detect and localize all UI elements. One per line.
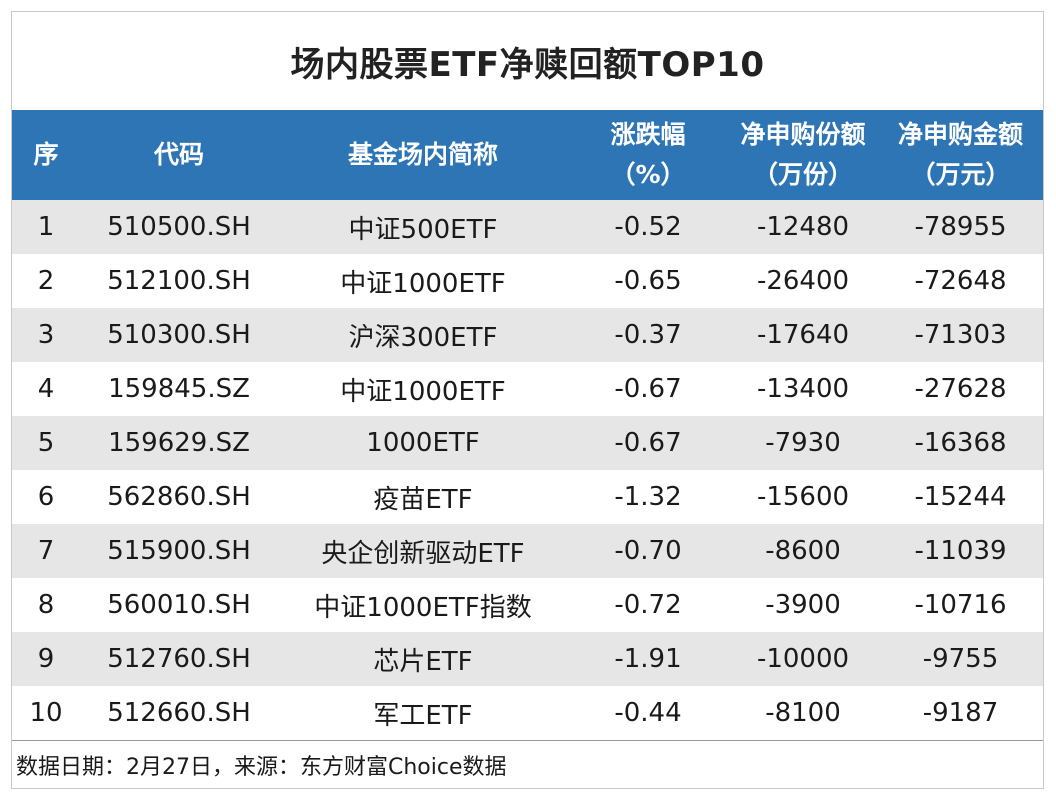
table-header: 序 代码 基金场内简称 涨跌幅 （%） 净申购份额 （万份） 净申购金额 （万元…: [12, 110, 1043, 200]
cell-change: -0.44: [614, 698, 682, 728]
cell-name: 疫苗ETF: [373, 484, 473, 515]
cell-shares: -15600: [756, 482, 850, 512]
header-name: 基金场内简称: [278, 110, 568, 200]
header-change-label: 涨跌幅: [610, 120, 686, 149]
table-row: 6 562860.SH 疫苗ETF -1.32 -15600 -15244: [12, 470, 1043, 524]
header-code: 代码: [80, 110, 278, 200]
cell-rank: 4: [37, 374, 55, 404]
cell-code: 510300.SH: [107, 320, 251, 350]
cell-name: 中证1000ETF: [340, 268, 506, 299]
header-shares-label: 净申购份额: [740, 120, 866, 149]
table-row: 4 159845.SZ 中证1000ETF -0.67 -13400 -27628: [12, 362, 1043, 416]
cell-amount: -27628: [914, 374, 1007, 404]
cell-code: 159845.SZ: [108, 374, 250, 404]
cell-code: 159629.SZ: [108, 428, 250, 458]
header-change: 涨跌幅 （%）: [568, 110, 728, 200]
cell-shares: -7930: [765, 428, 841, 458]
cell-name: 中证500ETF: [348, 214, 498, 245]
cell-code: 560010.SH: [107, 590, 251, 620]
cell-change: -0.72: [614, 590, 682, 620]
cell-amount: -71303: [914, 320, 1007, 350]
cell-name: 沪深300ETF: [348, 322, 498, 353]
cell-amount: -15244: [914, 482, 1007, 512]
cell-amount: -16368: [914, 428, 1007, 458]
cell-amount: -9187: [922, 698, 999, 728]
cell-rank: 2: [37, 266, 55, 296]
cell-shares: -3900: [765, 590, 841, 620]
cell-code: 515900.SH: [107, 536, 251, 566]
cell-rank: 1: [37, 212, 55, 242]
table-title: 场内股票ETF净赎回额TOP10: [290, 44, 765, 85]
cell-change: -0.67: [614, 374, 682, 404]
cell-shares: -10000: [756, 644, 850, 674]
table-row: 3 510300.SH 沪深300ETF -0.37 -17640 -71303: [12, 308, 1043, 362]
cell-name: 1000ETF: [366, 428, 480, 458]
cell-code: 512760.SH: [107, 644, 251, 674]
header-amount-label: 净申购金额: [897, 120, 1023, 149]
table-row: 5 159629.SZ 1000ETF -0.67 -7930 -16368: [12, 416, 1043, 470]
header-name-label: 基金场内简称: [347, 140, 498, 169]
cell-amount: -72648: [914, 266, 1007, 296]
cell-shares: -8100: [765, 698, 841, 728]
cell-rank: 5: [37, 428, 55, 458]
cell-amount: -9755: [922, 644, 999, 674]
table-row: 8 560010.SH 中证1000ETF指数 -0.72 -3900 -10716: [12, 578, 1043, 632]
cell-change: -0.37: [614, 320, 682, 350]
cell-name: 中证1000ETF: [340, 376, 506, 407]
table-row: 10 512660.SH 军工ETF -0.44 -8100 -9187: [12, 686, 1043, 740]
cell-name: 军工ETF: [373, 700, 473, 731]
header-rank: 序: [12, 110, 80, 200]
cell-code: 562860.SH: [107, 482, 251, 512]
cell-rank: 6: [37, 482, 55, 512]
header-amount: 净申购金额 （万元）: [878, 110, 1043, 200]
table-row: 7 515900.SH 央企创新驱动ETF -0.70 -8600 -11039: [12, 524, 1043, 578]
cell-rank: 3: [37, 320, 55, 350]
cell-name: 芯片ETF: [373, 646, 473, 677]
cell-change: -0.67: [614, 428, 682, 458]
table-row: 9 512760.SH 芯片ETF -1.91 -10000 -9755: [12, 632, 1043, 686]
cell-rank: 8: [37, 590, 55, 620]
table-row: 1 510500.SH 中证500ETF -0.52 -12480 -78955: [12, 200, 1043, 254]
cell-code: 512660.SH: [107, 698, 251, 728]
cell-change: -0.65: [614, 266, 682, 296]
cell-shares: -8600: [765, 536, 841, 566]
header-code-label: 代码: [153, 140, 204, 169]
cell-shares: -26400: [756, 266, 850, 296]
cell-change: -1.91: [614, 644, 682, 674]
cell-code: 512100.SH: [107, 266, 251, 296]
header-rank-label: 序: [33, 140, 59, 169]
cell-rank: 9: [37, 644, 55, 674]
header-change-unit: （%）: [610, 160, 686, 189]
table-card: 场内股票ETF净赎回额TOP10 序 代码 基金场内简称 涨跌幅 （%） 净申购…: [11, 11, 1044, 789]
cell-amount: -11039: [914, 536, 1007, 566]
cell-amount: -78955: [914, 212, 1007, 242]
table-body: 1 510500.SH 中证500ETF -0.52 -12480 -78955 2 5121…: [12, 200, 1043, 740]
header-shares-unit: （万份）: [752, 160, 853, 189]
cell-change: -0.52: [614, 212, 682, 242]
cell-shares: -13400: [756, 374, 850, 404]
header-amount-unit: （万元）: [910, 160, 1011, 189]
cell-name: 中证1000ETF指数: [314, 592, 532, 623]
source-note: 数据日期：2月27日，来源：东方财富Choice数据: [12, 740, 1043, 788]
cell-change: -0.70: [614, 536, 682, 566]
cell-change: -1.32: [614, 482, 682, 512]
cell-rank: 10: [29, 698, 63, 728]
cell-shares: -17640: [756, 320, 850, 350]
cell-name: 央企创新驱动ETF: [321, 538, 525, 569]
cell-amount: -10716: [914, 590, 1007, 620]
header-shares: 净申购份额 （万份）: [728, 110, 878, 200]
cell-rank: 7: [37, 536, 55, 566]
table-row: 2 512100.SH 中证1000ETF -0.65 -26400 -72648: [12, 254, 1043, 308]
cell-code: 510500.SH: [107, 212, 251, 242]
cell-shares: -12480: [756, 212, 850, 242]
